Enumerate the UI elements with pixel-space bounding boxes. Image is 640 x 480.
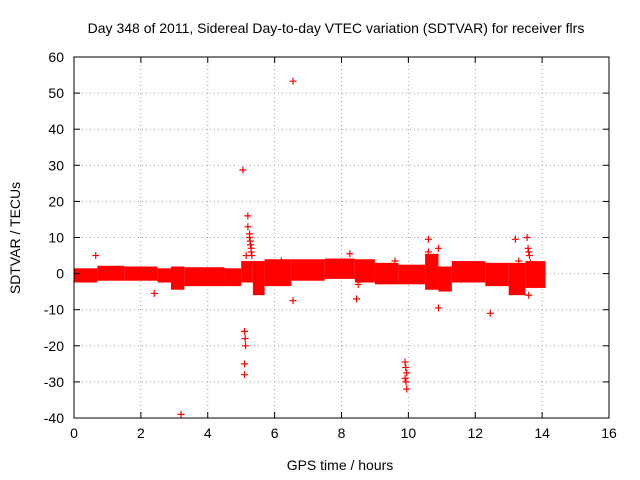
data-band	[324, 258, 355, 279]
data-point	[244, 212, 252, 220]
data-point	[177, 410, 185, 418]
data-point	[402, 378, 410, 386]
data-band	[264, 259, 292, 287]
chart-title: Day 348 of 2011, Sidereal Day-to-day VTE…	[88, 20, 585, 36]
data-band	[241, 261, 253, 283]
data-point	[401, 358, 409, 366]
data-point	[150, 289, 158, 297]
data-band	[184, 267, 225, 287]
x-tick-label: 0	[70, 425, 78, 441]
data-point	[524, 244, 532, 252]
data-point	[434, 244, 442, 252]
data-band	[157, 268, 171, 283]
y-tick-label: 60	[48, 49, 64, 65]
x-tick-label: 8	[338, 425, 346, 441]
data-point	[289, 297, 297, 305]
data-band	[97, 265, 125, 281]
data-point	[525, 291, 533, 299]
data-band	[224, 268, 242, 287]
data-point	[402, 363, 410, 371]
data-point	[511, 235, 519, 243]
data-point	[523, 234, 531, 241]
grid-lines	[74, 57, 609, 418]
data-band	[252, 261, 265, 296]
y-tick-label: 30	[48, 157, 64, 173]
x-tick-labels: 0 2 4 6 8 10 12 14 16	[70, 425, 617, 441]
data-point	[424, 248, 432, 256]
axis-ticks	[73, 56, 610, 419]
data-point	[248, 252, 256, 260]
x-tick-label: 2	[137, 425, 145, 441]
y-tick-label: -20	[44, 338, 64, 354]
data-point	[277, 257, 285, 265]
y-tick-label: -30	[44, 374, 64, 390]
data-band	[374, 262, 399, 285]
data-point	[247, 241, 255, 249]
data-band	[451, 261, 486, 283]
x-axis-label: GPS time / hours	[287, 457, 394, 473]
data-point	[486, 309, 494, 317]
data-point	[246, 234, 254, 241]
data-point	[247, 248, 255, 256]
y-tick-label: 50	[48, 85, 64, 101]
data-band	[485, 262, 509, 287]
data-point	[241, 360, 249, 368]
data-band	[425, 253, 439, 290]
data-point	[525, 248, 533, 256]
data-band	[74, 268, 98, 283]
x-tick-label: 12	[467, 425, 483, 441]
data-point	[403, 369, 411, 377]
y-tick-label: 0	[56, 266, 64, 282]
data-point	[244, 223, 252, 231]
data-band	[438, 266, 452, 292]
x-tick-label: 14	[534, 425, 550, 441]
y-tick-label: 10	[48, 230, 64, 246]
data-point	[289, 77, 297, 85]
data-band	[124, 266, 158, 281]
x-tick-label: 10	[401, 425, 417, 441]
data-point	[242, 342, 250, 350]
data-band	[398, 264, 426, 285]
x-tick-label: 6	[271, 425, 279, 441]
data-point	[403, 385, 411, 393]
x-tick-label: 16	[601, 425, 617, 441]
data-point	[92, 252, 100, 260]
data-band	[354, 259, 375, 283]
data-point	[434, 304, 442, 312]
data-point	[353, 295, 361, 303]
data-band	[508, 262, 526, 296]
data-point	[391, 257, 399, 265]
y-tick-label: 20	[48, 193, 64, 209]
data-point	[354, 280, 362, 288]
data-point	[424, 235, 432, 243]
data-point	[241, 327, 249, 335]
data-series	[74, 77, 546, 418]
data-point	[525, 252, 533, 260]
data-point	[346, 250, 354, 258]
y-tick-label: -10	[44, 302, 64, 318]
y-axis-label: SDTVAR / TECUs	[7, 182, 23, 294]
y-tick-label: 40	[48, 121, 64, 137]
data-point	[241, 371, 249, 379]
data-band	[170, 266, 185, 290]
data-band	[291, 259, 325, 281]
data-band	[525, 261, 546, 288]
data-point	[239, 166, 247, 174]
data-point	[526, 259, 534, 267]
data-point	[401, 374, 409, 382]
data-point	[241, 335, 249, 343]
data-point	[515, 257, 523, 265]
y-tick-labels: -40 -30 -20 -10 0 10 20 30 40 50 60	[44, 49, 64, 426]
x-tick-label: 4	[204, 425, 212, 441]
y-tick-label: -40	[44, 410, 64, 426]
